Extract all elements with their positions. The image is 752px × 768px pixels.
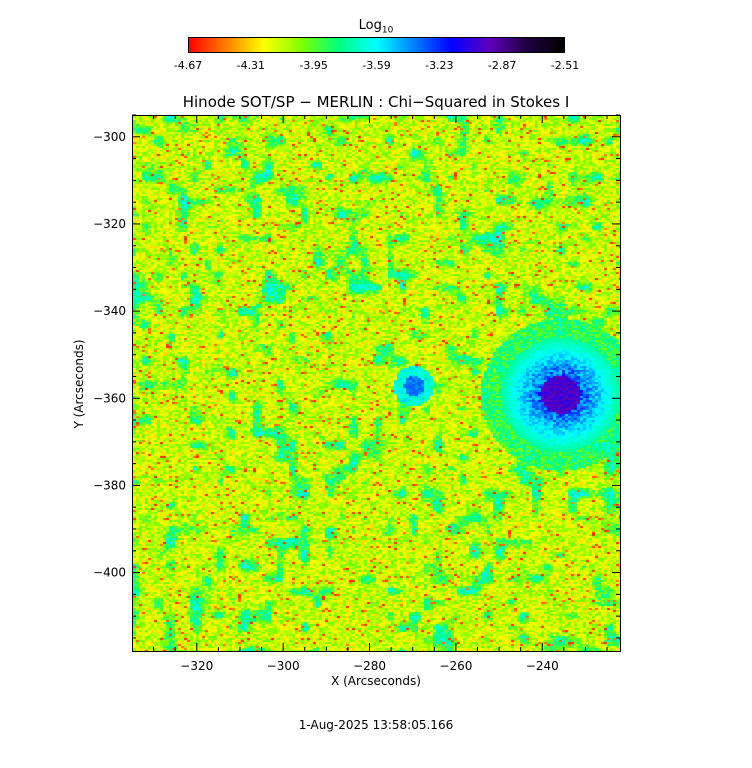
chart-title: Hinode SOT/SP − MERLIN : Chi−Squared in … xyxy=(182,93,570,111)
y-tick-label: −360 xyxy=(93,391,126,405)
colorbar-label-subscript: 10 xyxy=(381,25,394,36)
y-tick-label: −300 xyxy=(93,130,126,144)
colorbar-tick-label: -3.23 xyxy=(425,59,454,72)
colorbar-tick-label: -2.87 xyxy=(487,59,517,72)
y-tick-label: −320 xyxy=(93,217,126,231)
x-tick-label: −300 xyxy=(267,659,300,673)
x-tick-label: −240 xyxy=(526,659,559,673)
y-axis-label: Y (Arcseconds) xyxy=(72,339,86,429)
colorbar-tick-label: -3.59 xyxy=(362,59,391,72)
colorbar-label: Log10 xyxy=(0,18,752,36)
colorbar-tick-label: -3.95 xyxy=(299,59,328,72)
y-tick-label: −340 xyxy=(93,304,126,318)
x-axis-label: X (Arcseconds) xyxy=(331,674,421,688)
colorbar-tick-label: -4.67 xyxy=(173,59,203,72)
colorbar-tick-label: -2.51 xyxy=(550,59,580,72)
colorbar xyxy=(188,37,565,53)
x-tick-label: −320 xyxy=(180,659,213,673)
x-tick-label: −280 xyxy=(353,659,386,673)
x-tick-label: −260 xyxy=(439,659,472,673)
y-tick-label: −380 xyxy=(93,478,126,492)
plot-frame xyxy=(132,115,621,652)
chi-squared-heatmap xyxy=(133,116,620,651)
colorbar-label-text: Log xyxy=(358,18,382,33)
timestamp: 1-Aug-2025 13:58:05.166 xyxy=(298,718,454,732)
y-tick-label: −400 xyxy=(93,566,126,580)
colorbar-tick-label: -4.31 xyxy=(236,59,266,72)
